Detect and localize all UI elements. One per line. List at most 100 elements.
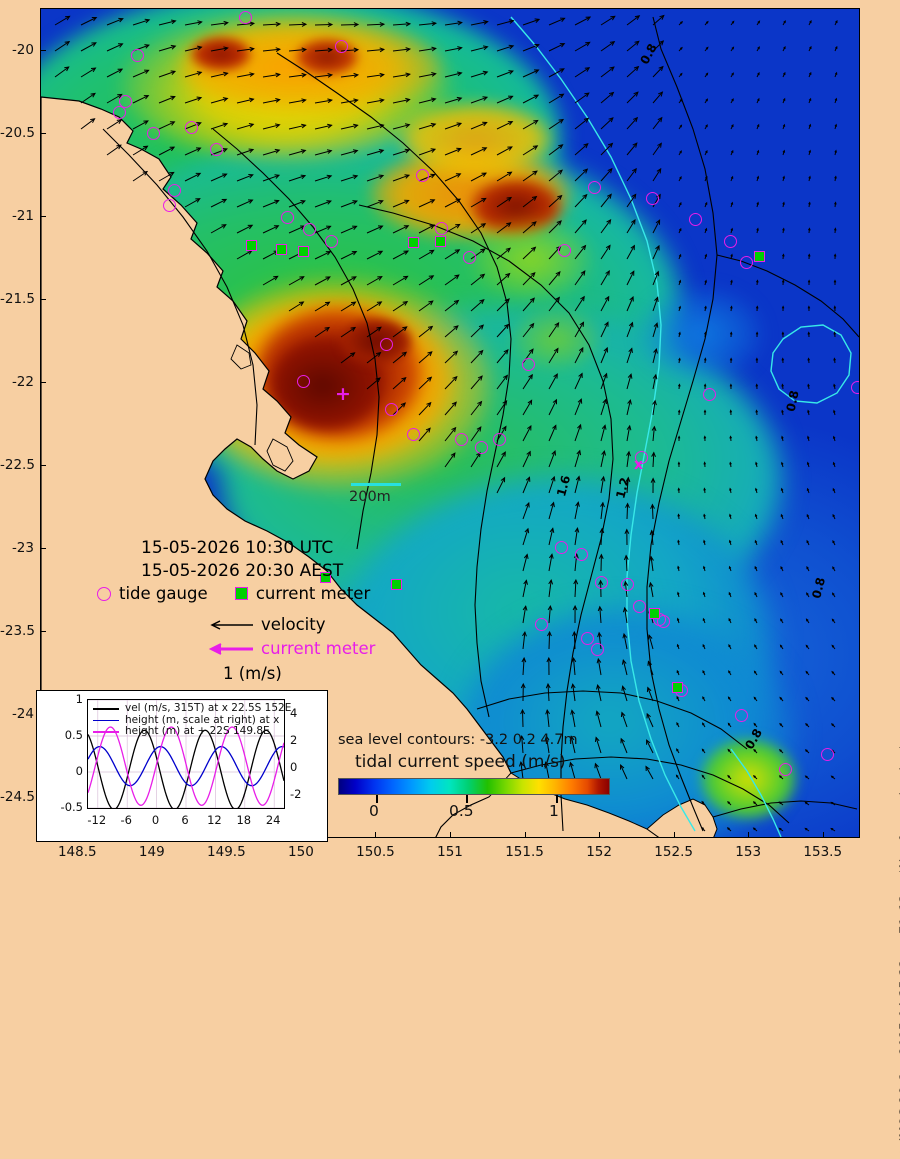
- y-axis-tick: [40, 382, 46, 383]
- tide-gauge-marker[interactable]: [210, 143, 223, 156]
- tide-gauge-marker[interactable]: [595, 576, 608, 589]
- tide-gauge-marker[interactable]: [325, 235, 338, 248]
- tide-gauge-marker[interactable]: [385, 403, 398, 416]
- x-axis-tick-label: 152: [577, 844, 621, 860]
- legend-velocity-row: velocity: [207, 615, 326, 634]
- tide-gauge-marker[interactable]: [303, 223, 316, 236]
- timeseries-x-tick-label: 0: [140, 813, 172, 827]
- tide-gauge-marker[interactable]: [821, 748, 834, 761]
- tide-gauge-marker[interactable]: [558, 244, 571, 257]
- tide-gauge-marker[interactable]: [407, 428, 420, 441]
- y-axis-tick: [40, 133, 46, 134]
- current-meter-marker[interactable]: [754, 251, 765, 262]
- tide-gauge-marker[interactable]: [646, 192, 659, 205]
- tide-gauge-marker[interactable]: [575, 548, 588, 561]
- tide-gauge-marker[interactable]: [185, 121, 198, 134]
- y-axis-tick-label: -22: [0, 374, 34, 390]
- colorbar-tick-label: 0.5: [449, 802, 474, 820]
- tide-gauge-marker[interactable]: [335, 40, 348, 53]
- timeseries-y-left-tick-label: -0.5: [43, 800, 83, 814]
- x-axis-tick: [823, 832, 824, 838]
- current-meter-marker[interactable]: [408, 237, 419, 248]
- tide-gauge-marker[interactable]: [703, 388, 716, 401]
- tide-gauge-marker[interactable]: [131, 49, 144, 62]
- tide-gauge-marker[interactable]: [297, 375, 310, 388]
- current-meter-marker[interactable]: [391, 579, 402, 590]
- tide-gauge-marker[interactable]: [493, 433, 506, 446]
- timeseries-legend-label: vel (m/s, 315T) at x 22.5S 152E: [125, 702, 291, 714]
- tide-gauge-marker[interactable]: [740, 256, 753, 269]
- x-axis-tick: [525, 832, 526, 838]
- y-axis-tick: [40, 299, 46, 300]
- tide-gauge-marker[interactable]: [380, 338, 393, 351]
- timeseries-legend-swatch: [93, 720, 119, 722]
- tide-gauge-marker[interactable]: [735, 709, 748, 722]
- tide-gauge-marker[interactable]: [581, 632, 594, 645]
- timeseries-x-tick-label: -6: [110, 813, 142, 827]
- y-axis-tick-label: -21.5: [0, 291, 34, 307]
- y-axis-tick-label: -20.5: [0, 125, 34, 141]
- velocity-arrow-icon: [207, 619, 255, 631]
- timeseries-legend-label: height (m, scale at right) at x: [125, 714, 279, 726]
- tide-gauge-marker[interactable]: [633, 600, 646, 613]
- station-x-marker: x: [634, 458, 643, 472]
- current-meter-marker[interactable]: [649, 608, 660, 619]
- legend-current-meter-vector-label: current meter: [261, 639, 375, 658]
- tide-gauge-marker[interactable]: [455, 433, 468, 446]
- current-meter-marker[interactable]: [246, 240, 257, 251]
- y-axis-tick: [40, 465, 46, 466]
- x-axis-tick-label: 150: [279, 844, 323, 860]
- x-axis-tick-label: 148.5: [55, 844, 99, 860]
- tide-gauge-marker[interactable]: [851, 381, 860, 394]
- tide-gauge-marker[interactable]: [689, 213, 702, 226]
- timeseries-legend-swatch: [93, 708, 119, 710]
- tide-gauge-marker[interactable]: [416, 169, 429, 182]
- x-axis-tick-label: 149: [130, 844, 174, 860]
- legend-tide-gauge-row: tide gauge current meter: [97, 584, 370, 603]
- tide-gauge-marker[interactable]: [621, 578, 634, 591]
- x-axis-tick-label: 150.5: [353, 844, 397, 860]
- current-meter-marker[interactable]: [298, 246, 309, 257]
- tide-gauge-marker[interactable]: [779, 763, 792, 776]
- y-axis-tick: [40, 548, 46, 549]
- tide-gauge-marker[interactable]: [588, 181, 601, 194]
- tide-gauge-marker[interactable]: [463, 251, 476, 264]
- x-axis-tick: [375, 832, 376, 838]
- tide-gauge-marker[interactable]: [535, 618, 548, 631]
- colorbar[interactable]: [338, 778, 610, 795]
- tide-gauge-marker[interactable]: [147, 127, 160, 140]
- colorbar-tick-label: 1: [549, 802, 559, 820]
- tide-gauge-marker[interactable]: [475, 441, 488, 454]
- tide-gauge-marker[interactable]: [239, 11, 252, 24]
- y-axis-tick-label: -24: [0, 706, 34, 722]
- tide-gauge-marker[interactable]: [435, 222, 448, 235]
- timeseries-x-tick-label: 18: [228, 813, 260, 827]
- timeseries-legend-swatch: [93, 731, 119, 733]
- tide-gauge-marker[interactable]: [163, 199, 176, 212]
- timestamp-utc: 15-05-2026 10:30 UTC: [141, 538, 333, 558]
- tide-gauge-marker[interactable]: [119, 95, 132, 108]
- timeseries-y-right-tick-label: 0: [290, 760, 297, 774]
- timeseries-x-tick-label: 12: [198, 813, 230, 827]
- current-meter-marker[interactable]: [276, 244, 287, 255]
- legend-current-meter-vector-row: current meter: [207, 639, 375, 658]
- y-axis-tick-label: -23.5: [0, 623, 34, 639]
- tide-gauge-marker[interactable]: [555, 541, 568, 554]
- current-meter-marker[interactable]: [435, 236, 446, 247]
- tide-gauge-marker[interactable]: [724, 235, 737, 248]
- tide-gauge-marker[interactable]: [281, 211, 294, 224]
- tide-gauge-marker[interactable]: [522, 358, 535, 371]
- timeseries-y-left-tick-label: 1: [43, 692, 83, 706]
- current-meter-icon: [235, 587, 248, 600]
- timeseries-x-tick-label: 6: [169, 813, 201, 827]
- timeseries-x-tick-label: -12: [81, 813, 113, 827]
- legend-velocity-label: velocity: [261, 615, 326, 634]
- current-meter-marker[interactable]: [672, 682, 683, 693]
- legend-vector-scale: 1 (m/s): [223, 664, 282, 683]
- tide-gauge-marker[interactable]: [168, 184, 181, 197]
- y-axis-tick-label: -22.5: [0, 457, 34, 473]
- x-axis-tick: [450, 832, 451, 838]
- tide-gauge-marker[interactable]: [591, 643, 604, 656]
- timeseries-y-right-tick-label: 2: [290, 733, 297, 747]
